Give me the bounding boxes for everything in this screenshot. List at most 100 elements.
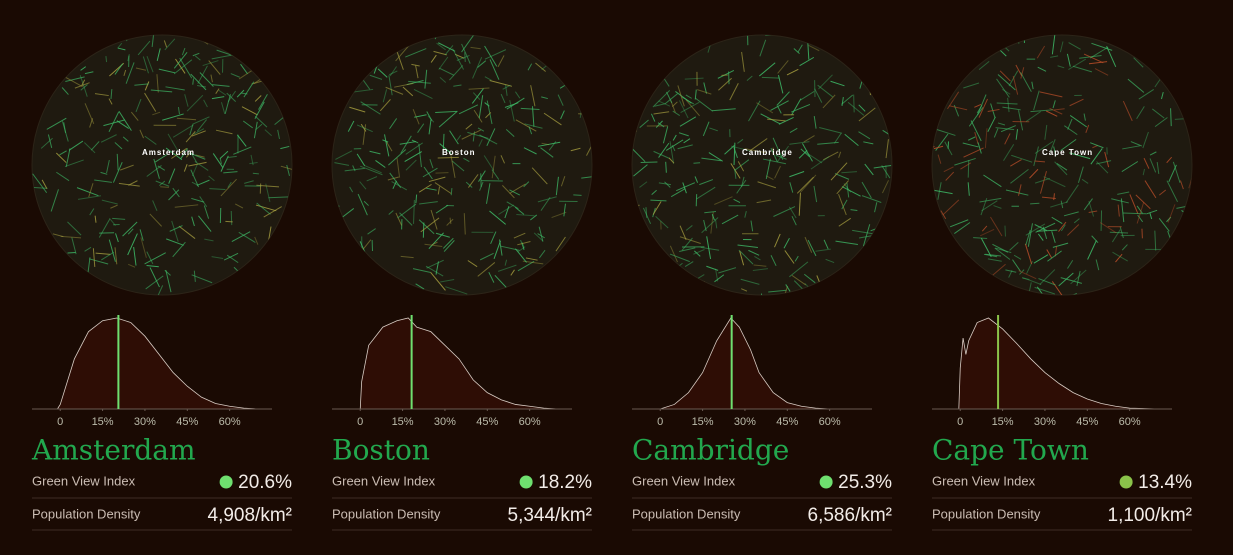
street [157, 165, 166, 171]
gvi-value: 20.6% [238, 472, 292, 493]
street [682, 182, 687, 194]
street [89, 258, 109, 265]
street [1056, 162, 1068, 171]
street [1034, 140, 1054, 154]
street [144, 252, 166, 265]
distribution-area [360, 318, 558, 409]
map-label: Cambridge [742, 148, 793, 157]
street [356, 153, 366, 167]
street [977, 94, 987, 116]
street [442, 237, 454, 249]
street [254, 95, 262, 102]
street [106, 159, 110, 174]
street [114, 247, 118, 265]
street [677, 144, 693, 150]
street [144, 135, 157, 145]
street [463, 157, 470, 163]
x-tick-label: 15% [992, 416, 1014, 428]
street [997, 122, 1006, 126]
street [1154, 79, 1161, 88]
street [759, 39, 767, 57]
street [696, 186, 716, 200]
street [789, 182, 794, 193]
street [413, 200, 415, 224]
street [858, 131, 871, 140]
street [1039, 91, 1063, 98]
street [815, 248, 831, 252]
street [478, 95, 484, 119]
street [88, 183, 94, 198]
street [1067, 224, 1080, 236]
x-tick-label: 0 [357, 416, 363, 428]
street [103, 119, 126, 127]
street [1088, 200, 1095, 217]
street [505, 128, 515, 137]
street [83, 142, 96, 154]
street [491, 155, 496, 179]
street [794, 255, 799, 262]
street [864, 163, 874, 176]
street [933, 145, 944, 150]
street [486, 128, 496, 147]
street [978, 60, 990, 71]
street [426, 111, 433, 121]
street [223, 252, 239, 261]
street [172, 124, 194, 138]
street [415, 194, 418, 204]
street [757, 181, 777, 189]
street [654, 103, 666, 107]
street [1004, 225, 1006, 237]
street [465, 181, 473, 188]
street [813, 185, 818, 203]
street [484, 49, 507, 60]
street [405, 48, 427, 58]
street [1106, 46, 1117, 67]
city-name: Boston [332, 434, 430, 467]
street [682, 96, 695, 105]
street [1081, 178, 1089, 184]
street [435, 110, 458, 114]
street [653, 111, 670, 115]
street [1070, 269, 1087, 285]
street [191, 216, 195, 227]
street [557, 94, 564, 106]
street [190, 73, 207, 91]
street [1038, 278, 1056, 286]
street [985, 253, 1002, 257]
street [668, 157, 675, 164]
street [685, 225, 693, 231]
street [382, 139, 389, 143]
street [718, 267, 737, 274]
street [135, 67, 147, 71]
street [1017, 110, 1024, 131]
street [993, 128, 999, 138]
street [1133, 57, 1144, 68]
street [242, 120, 254, 129]
street [485, 183, 491, 204]
street [32, 173, 48, 194]
street [112, 161, 123, 183]
street [847, 101, 865, 116]
street [212, 153, 224, 168]
street [783, 237, 790, 249]
density-label: Population Density [632, 506, 741, 521]
street [825, 258, 835, 264]
street [456, 54, 470, 61]
street [208, 60, 221, 75]
street [430, 209, 438, 230]
street [1031, 81, 1034, 90]
street [841, 97, 844, 107]
street [139, 129, 145, 139]
street [740, 288, 748, 292]
street [770, 255, 777, 267]
street [485, 112, 492, 119]
street [212, 84, 230, 87]
street [1095, 259, 1100, 271]
street [1094, 68, 1109, 76]
street [436, 42, 446, 51]
street [94, 179, 113, 183]
street [152, 111, 161, 116]
street [733, 147, 738, 159]
density-value: 1,100/km² [1108, 505, 1192, 526]
street [1036, 45, 1046, 59]
